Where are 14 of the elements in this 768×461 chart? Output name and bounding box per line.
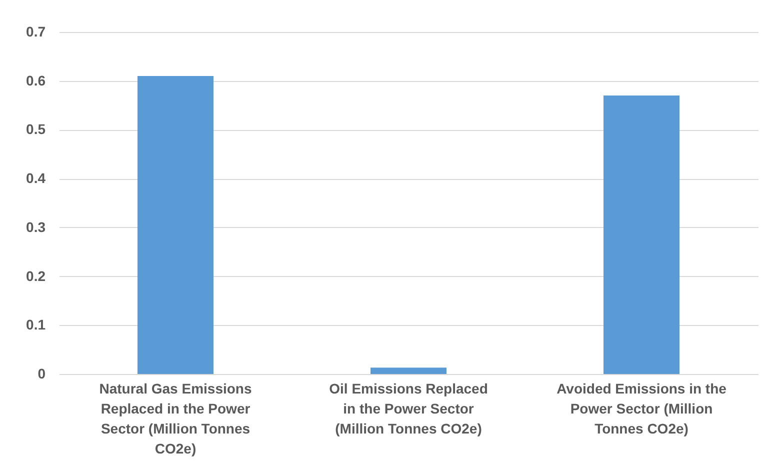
bar (370, 368, 446, 374)
y-tick-label: 0.2 (26, 268, 46, 284)
x-tick-label: Avoided Emissions in the Power Sector (Million Tonnes CO2e) (556, 380, 727, 436)
y-tick-label: 0.5 (26, 121, 46, 138)
y-tick-label: 0.7 (26, 24, 46, 40)
x-tick-label: Oil Emissions Replaced in the Power Sector (Million Tonnes CO2e) (329, 380, 488, 436)
y-tick-label: 0.6 (26, 72, 46, 88)
x-tick-label: Natural Gas Emissions Replaced in the Power Sector (Million Tonnes CO2e) (99, 380, 252, 456)
y-tick-label: 0.4 (26, 170, 46, 186)
bar (604, 96, 680, 374)
y-tick-label: 0 (38, 366, 46, 382)
y-tick-label: 0.1 (26, 316, 46, 333)
bar (138, 76, 214, 374)
y-tick-label: 0.3 (26, 218, 46, 235)
